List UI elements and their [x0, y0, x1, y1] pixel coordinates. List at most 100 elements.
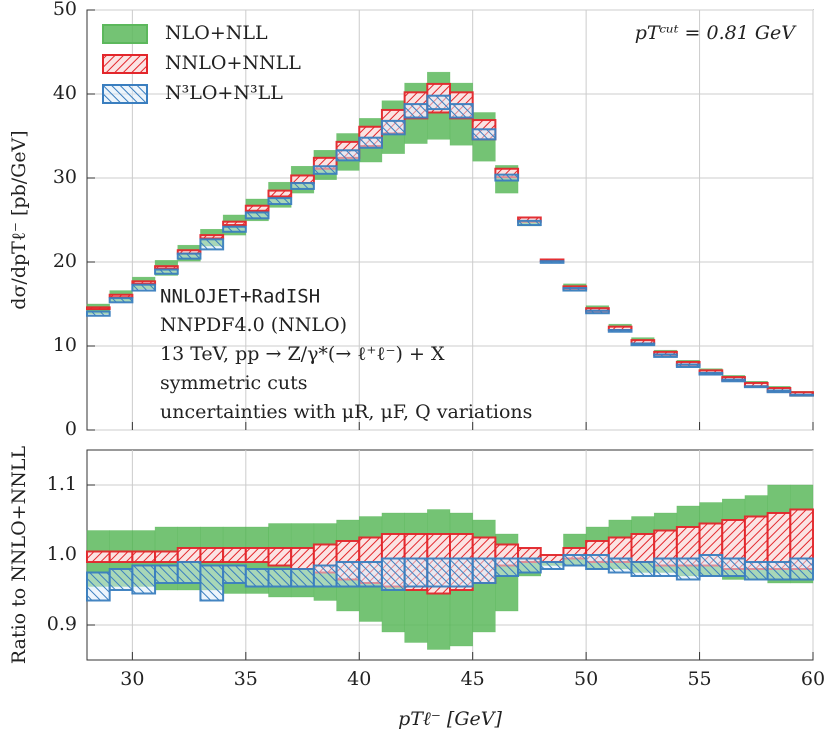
- band-bin: [86, 306, 111, 311]
- y-tick-label: 1.1: [47, 473, 77, 495]
- legend-swatch: [102, 24, 148, 44]
- band-bin: [630, 342, 656, 347]
- y-tick-label: 1.0: [47, 543, 77, 565]
- band-bin: [358, 561, 383, 588]
- band-bin: [290, 174, 315, 185]
- plot-layer: 0 10 20 30 40 50 dσ/dpTℓ⁻ [pb/GeV] pTᶜᵘᵗ = 0.81…: [8, 0, 825, 730]
- y-tick-label: 0: [65, 418, 77, 440]
- y-tick-label: 40: [53, 82, 77, 104]
- band-bin: [653, 557, 678, 577]
- band-bin: [176, 252, 202, 260]
- band-bin: [199, 234, 225, 240]
- band-bin: [380, 557, 406, 591]
- band-bin: [789, 393, 814, 397]
- x-tick-label: 45: [461, 668, 485, 690]
- band-bin: [154, 550, 179, 563]
- band-bin: [426, 557, 451, 588]
- band-bin: [244, 204, 270, 212]
- y-tick-label: 10: [53, 334, 77, 356]
- band-bin: [312, 165, 338, 175]
- x-tick-label: 55: [687, 668, 711, 690]
- band-bin: [108, 297, 134, 304]
- band-bin: [539, 561, 565, 570]
- band-bin: [131, 283, 157, 292]
- band-bin: [743, 385, 769, 389]
- band-bin: [630, 561, 656, 577]
- band-bin: [585, 309, 610, 315]
- band-bin: [562, 287, 588, 292]
- y-tick-label: 20: [53, 250, 77, 272]
- band-bin: [698, 371, 724, 376]
- band-bin: [721, 378, 746, 383]
- band-bin: [108, 568, 134, 591]
- band-series: [86, 554, 814, 602]
- band-bin: [675, 557, 701, 581]
- band-bin: [517, 557, 542, 574]
- band-bin: [86, 310, 111, 317]
- band-bin: [199, 564, 225, 602]
- band-bin: [403, 103, 429, 119]
- band-bin: [494, 557, 520, 577]
- info-text: NNLOJET+RadISH: [160, 286, 320, 308]
- band-bin: [517, 219, 542, 227]
- band-bin: [222, 547, 247, 563]
- band-bin: [449, 557, 474, 588]
- legend-swatch: [102, 84, 148, 104]
- band-bin: [267, 568, 293, 588]
- band-bin: [585, 554, 610, 570]
- legend-label: NLO+NLL: [165, 22, 268, 44]
- band-bin: [426, 94, 451, 111]
- band-bin: [698, 554, 724, 577]
- band-series: [86, 94, 814, 397]
- x-tick-label: 60: [801, 668, 825, 690]
- band-bin: [108, 550, 134, 563]
- band-bin: [766, 512, 792, 570]
- band-bin: [154, 268, 179, 275]
- band-bin: [607, 557, 633, 574]
- band-bin: [403, 557, 429, 588]
- band-bin: [244, 547, 270, 563]
- x-tick-label: 35: [234, 668, 258, 690]
- band-bin: [630, 533, 656, 563]
- annotation: pTᶜᵘᵗ = 0.81 GeV: [635, 22, 798, 44]
- legend-label: N³LO+N³LL: [165, 82, 283, 104]
- band-bin: [290, 182, 315, 190]
- legend-label: NNLO+NNLL: [165, 52, 301, 74]
- band-bin: [244, 568, 270, 588]
- y-tick-label: 0.9: [47, 613, 77, 635]
- info-text: 13 TeV, pp → Z/γ*(→ ℓ⁺ℓ⁻) + X: [160, 343, 445, 365]
- band-bin: [675, 363, 701, 369]
- band-bin: [721, 557, 746, 577]
- band-bin: [131, 564, 157, 595]
- y-axis-label: dσ/dpTℓ⁻ [pb/GeV]: [8, 130, 30, 309]
- band-bin: [312, 564, 338, 588]
- y-tick-label: 30: [53, 166, 77, 188]
- legend-swatch: [102, 54, 148, 74]
- band-bin: [290, 568, 315, 588]
- band-bin: [244, 211, 270, 220]
- band-bin: [154, 564, 179, 584]
- band-bin: [222, 564, 247, 584]
- band-bin: [86, 571, 111, 602]
- info-text: symmetric cuts: [160, 372, 308, 394]
- band-bin: [562, 554, 588, 567]
- band-bin: [539, 260, 565, 264]
- band-bin: [358, 136, 383, 149]
- band-bin: [449, 103, 474, 119]
- info-text: NNPDF4.0 (NNLO): [160, 314, 347, 336]
- band-bin: [199, 547, 225, 563]
- band-bin: [222, 225, 247, 233]
- band-bin: [131, 280, 157, 285]
- band-bin: [131, 550, 157, 563]
- band-bin: [607, 329, 633, 333]
- band-bin: [199, 238, 225, 251]
- band-bin: [267, 189, 293, 198]
- band-bin: [290, 547, 315, 570]
- band-bin: [766, 389, 792, 394]
- band-bin: [471, 557, 497, 584]
- band-bin: [494, 173, 520, 182]
- band-bin: [380, 119, 406, 136]
- x-tick-label: 30: [120, 668, 144, 690]
- x-tick-label: 40: [347, 668, 371, 690]
